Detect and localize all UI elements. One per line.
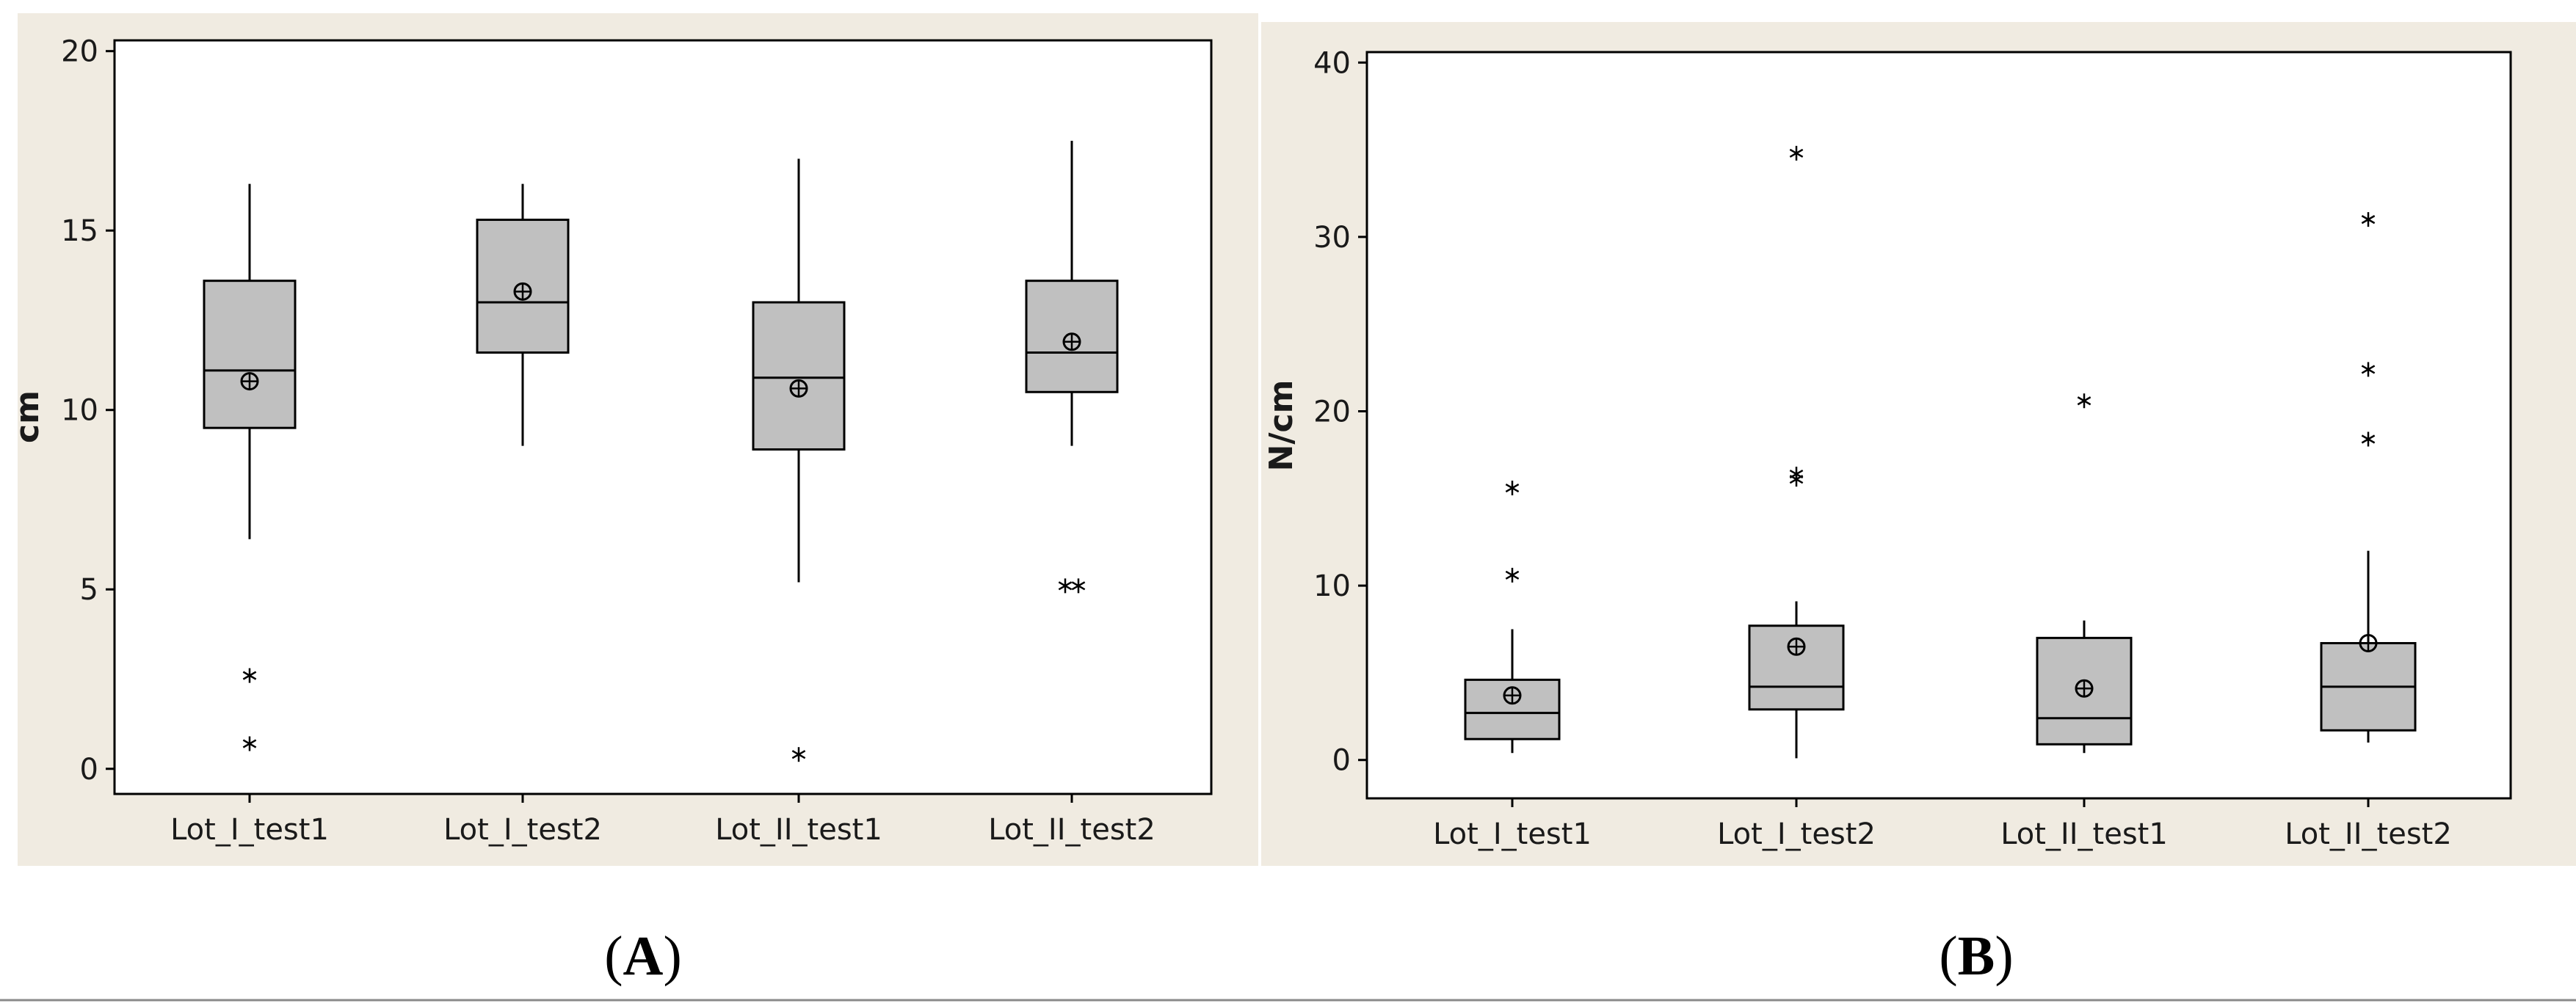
- chart-b-x-axis: Lot_I_test1 Lot_I_test2 Lot_II_test1 Lot_II…: [1433, 798, 2452, 851]
- outlier-point: [1505, 567, 1520, 583]
- mean-symbol: [1503, 686, 1522, 705]
- chart-b-y-axis: 0 10 20 30 40: [1313, 46, 1367, 778]
- outlier-point: [1789, 145, 1804, 161]
- mean-symbol: [1787, 637, 1806, 656]
- chart-a-y-axis: 0 5 10 15 20: [61, 35, 115, 787]
- outlier-point: [2077, 393, 2091, 409]
- mean-symbol: [513, 282, 532, 301]
- y-tick-label: 40: [1313, 46, 1351, 80]
- outlier-point: [1505, 481, 1520, 496]
- panel-letter-a: A: [623, 925, 664, 987]
- y-tick-label: 20: [1313, 395, 1351, 429]
- x-tick-label: Lot_II_test1: [2000, 817, 2168, 851]
- box: [752, 301, 846, 451]
- box-group: [752, 158, 846, 762]
- x-tick-label: Lot_II_test2: [2285, 817, 2452, 851]
- panel-label-a: (A): [604, 925, 682, 987]
- box-group: [476, 183, 570, 446]
- box-group: [2320, 212, 2417, 743]
- outlier-point: [2361, 431, 2376, 447]
- outlier-point: [2361, 362, 2376, 377]
- chart-b-boxes: [1464, 145, 2417, 759]
- chart-a-plot-area: [113, 39, 1213, 795]
- outlier-point: [1789, 472, 1804, 487]
- y-tick-label: 10: [61, 394, 98, 428]
- chart-b-plot-area: [1365, 51, 2512, 800]
- y-tick-label: 30: [1313, 221, 1351, 255]
- mean-symbol: [1062, 332, 1081, 351]
- x-tick-label: Lot_I_test2: [443, 813, 602, 847]
- panel-label-b: (B): [1939, 925, 2013, 987]
- mean-symbol: [2359, 634, 2378, 653]
- box-group: [1025, 140, 1119, 594]
- chart-b: 0 10 20 30 40 Lot_I_test1 Lot_I_test2 Lot_II_t…: [1261, 22, 2576, 866]
- y-tick-label: 5: [80, 573, 98, 607]
- box: [1464, 678, 1561, 740]
- y-tick-label: 15: [61, 214, 98, 248]
- box-group: [2036, 393, 2133, 754]
- y-tick-label: 10: [1313, 569, 1351, 603]
- y-tick-label: 0: [80, 753, 98, 787]
- box: [203, 280, 297, 429]
- mean-symbol: [2075, 679, 2094, 698]
- chart-a-y-axis-label: cm: [9, 390, 46, 443]
- x-tick-label: Lot_II_test1: [715, 813, 882, 847]
- chart-a-boxes: [203, 140, 1119, 762]
- panel-letter-b: B: [1958, 925, 1995, 987]
- chart-a: 0 5 10 15 20 Lot_I_test1 Lot_I_test2 Lot_II_te…: [9, 13, 1258, 866]
- outlier-point: [242, 668, 257, 683]
- outlier-point: [1071, 578, 1086, 594]
- x-tick-label: Lot_II_test2: [988, 813, 1155, 847]
- outlier-point: [1058, 578, 1073, 594]
- x-tick-label: Lot_I_test2: [1717, 817, 1876, 851]
- box-group: [1464, 481, 1561, 754]
- x-tick-label: Lot_I_test1: [1433, 817, 1592, 851]
- box-group: [203, 183, 297, 751]
- mean-symbol: [240, 372, 259, 391]
- box-group: [1748, 145, 1845, 759]
- outlier-point: [791, 747, 806, 762]
- mean-symbol: [789, 379, 808, 398]
- outlier-point: [242, 736, 257, 751]
- chart-a-x-axis: Lot_I_test1 Lot_I_test2 Lot_II_test1 Lot_II…: [170, 794, 1155, 847]
- chart-b-y-axis-label: N/cm: [1263, 380, 1300, 472]
- y-tick-label: 20: [61, 35, 98, 69]
- x-tick-label: Lot_I_test1: [170, 813, 329, 847]
- y-tick-label: 0: [1332, 744, 1351, 778]
- outlier-point: [2361, 212, 2376, 227]
